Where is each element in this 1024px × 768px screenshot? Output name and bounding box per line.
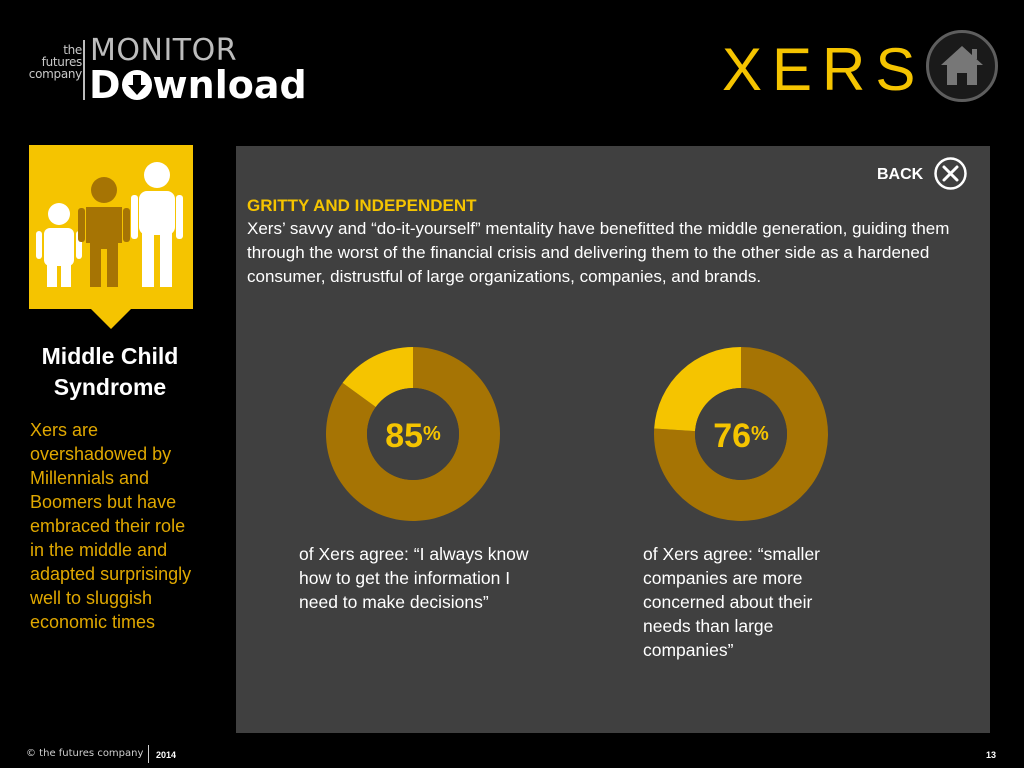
brand-small-text: the futures company	[28, 43, 83, 81]
donut-value-number: 76	[713, 417, 752, 455]
panel-body: Xers’ savvy and “do-it-yourself” mentali…	[247, 219, 950, 286]
donut-svg	[326, 347, 500, 521]
footer-divider	[148, 745, 149, 763]
stat-caption-2: of Xers agree: “smaller companies are mo…	[643, 544, 821, 660]
home-icon	[941, 46, 983, 85]
donut-hole	[367, 388, 459, 480]
donut-value-unit: %	[423, 423, 441, 445]
download-arrow-icon	[121, 70, 152, 100]
brand-download-post: wnload	[152, 63, 307, 107]
sidebar-body: Xers are overshadowed by Millennials and…	[30, 420, 192, 632]
back-button[interactable]	[933, 156, 968, 191]
brand-monitor: MONITOR	[90, 33, 238, 68]
footer-year: 2014	[156, 750, 177, 760]
section-title: XERS	[722, 36, 926, 103]
back-label[interactable]: BACK	[877, 166, 924, 183]
donut-slice-agree	[654, 347, 828, 521]
donut-chart-2: 76%	[653, 346, 829, 522]
brand-download: D wnload	[89, 64, 307, 106]
donut-value-number: 85	[385, 417, 424, 455]
brand-divider	[83, 40, 85, 100]
close-icon	[934, 157, 967, 190]
home-button[interactable]	[926, 30, 998, 102]
donut-value-2: 76%	[653, 416, 829, 456]
donut-value-1: 85%	[325, 416, 501, 456]
brand-download-pre: D	[89, 63, 121, 107]
donut-svg	[654, 347, 828, 521]
family-icon	[36, 162, 183, 287]
tile-pointer	[91, 309, 131, 329]
stat-caption-1: of Xers agree: “I always know how to get…	[299, 544, 529, 612]
panel-heading: GRITTY AND INDEPENDENT	[247, 196, 477, 215]
donut-chart-1: 85%	[325, 346, 501, 522]
donut-value-unit: %	[751, 423, 769, 445]
footer-copyright: © the futures company	[26, 748, 144, 759]
donut-hole	[695, 388, 787, 480]
donut-slice-other	[654, 347, 741, 432]
donut-slice-other	[342, 347, 413, 407]
page-number: 13	[986, 750, 997, 760]
sidebar-heading: Middle Child Syndrome	[41, 343, 179, 400]
donut-slice-agree	[326, 347, 500, 521]
family-tile	[29, 145, 193, 309]
